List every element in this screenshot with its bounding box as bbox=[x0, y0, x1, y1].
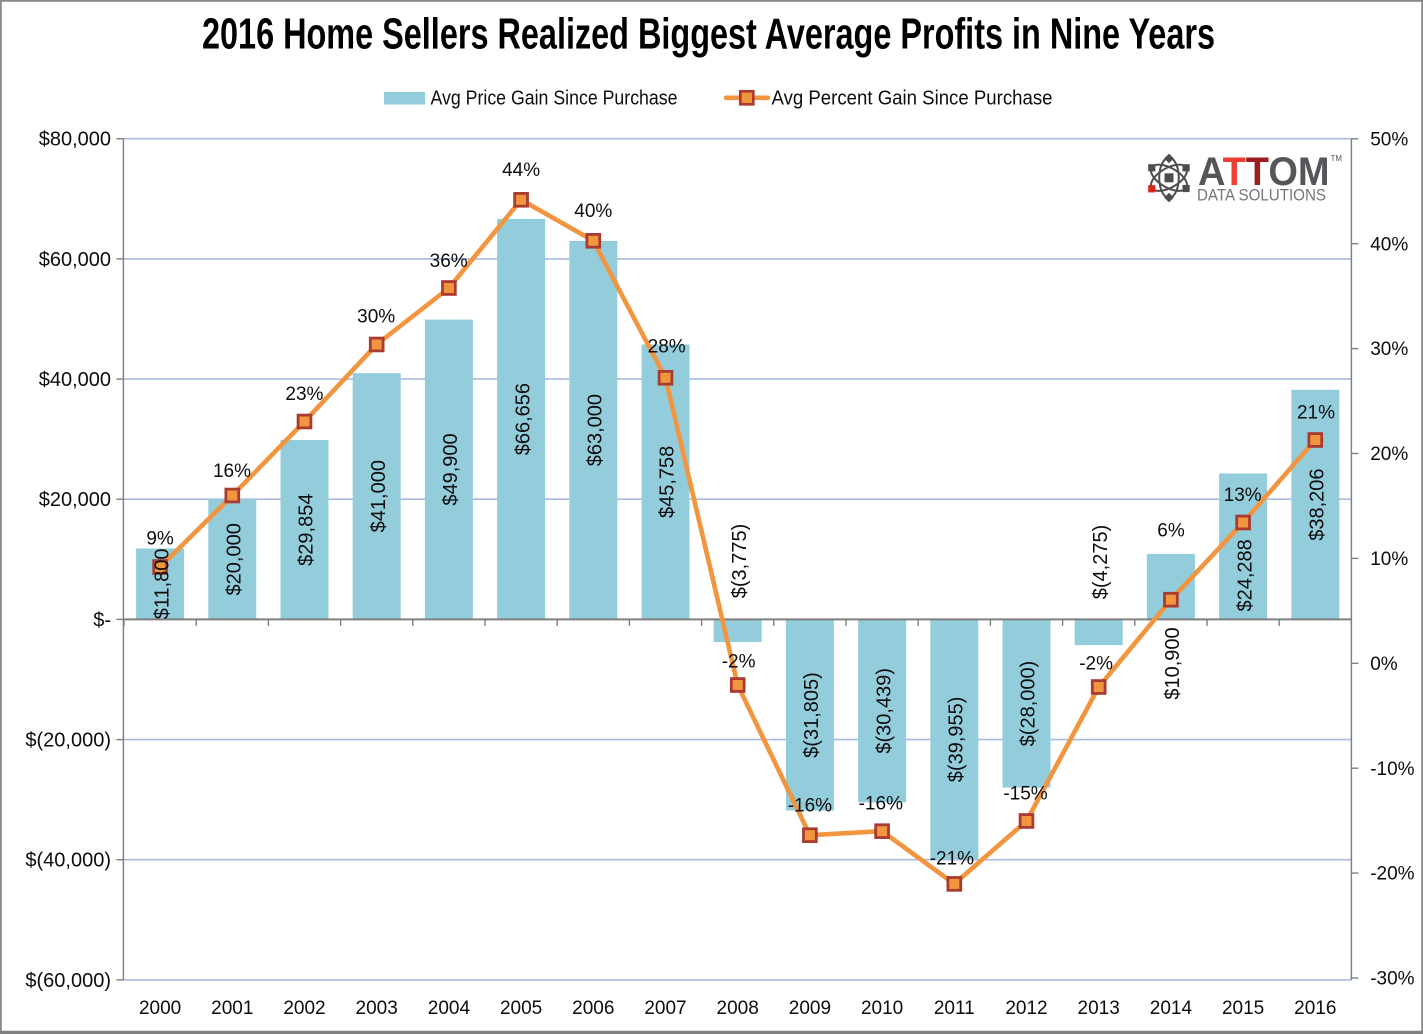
svg-text:50%: 50% bbox=[1370, 129, 1408, 150]
svg-text:40%: 40% bbox=[574, 201, 612, 222]
svg-text:$20,000: $20,000 bbox=[224, 523, 246, 595]
svg-text:2004: 2004 bbox=[428, 998, 471, 1019]
svg-text:2009: 2009 bbox=[789, 998, 831, 1019]
svg-text:$(3,775): $(3,775) bbox=[729, 524, 751, 599]
svg-text:Avg Percent Gain Since Purchas: Avg Percent Gain Since Purchase bbox=[772, 88, 1053, 110]
svg-text:2007: 2007 bbox=[644, 998, 686, 1019]
svg-text:-30%: -30% bbox=[1370, 969, 1414, 990]
svg-text:44%: 44% bbox=[502, 160, 540, 181]
svg-text:10%: 10% bbox=[1370, 549, 1408, 570]
svg-text:$(20,000): $(20,000) bbox=[25, 730, 111, 752]
svg-text:2005: 2005 bbox=[500, 998, 542, 1019]
svg-text:$80,000: $80,000 bbox=[39, 129, 111, 151]
svg-text:$10,900: $10,900 bbox=[1162, 627, 1184, 699]
svg-text:-16%: -16% bbox=[788, 796, 832, 817]
svg-text:$66,656: $66,656 bbox=[512, 383, 534, 455]
svg-text:$(40,000): $(40,000) bbox=[25, 850, 111, 872]
svg-text:-20%: -20% bbox=[1370, 864, 1414, 885]
svg-text:$60,000: $60,000 bbox=[39, 249, 111, 271]
svg-text:$11,800: $11,800 bbox=[151, 548, 173, 619]
svg-text:ATTOM: ATTOM bbox=[1198, 150, 1330, 194]
svg-text:$(39,955): $(39,955) bbox=[946, 697, 968, 783]
svg-text:$40,000: $40,000 bbox=[39, 369, 111, 391]
svg-text:$-: $- bbox=[93, 609, 111, 631]
svg-text:-10%: -10% bbox=[1370, 759, 1414, 780]
svg-text:2002: 2002 bbox=[283, 998, 325, 1019]
svg-text:$24,288: $24,288 bbox=[1234, 539, 1256, 611]
svg-text:2011: 2011 bbox=[934, 998, 975, 1019]
svg-text:13%: 13% bbox=[1224, 485, 1262, 506]
svg-text:$(30,439): $(30,439) bbox=[873, 668, 895, 754]
svg-text:20%: 20% bbox=[1370, 444, 1408, 465]
svg-text:$(31,805): $(31,805) bbox=[801, 672, 823, 758]
svg-text:$20,000: $20,000 bbox=[39, 489, 111, 511]
svg-text:40%: 40% bbox=[1370, 234, 1408, 255]
svg-text:23%: 23% bbox=[285, 384, 323, 405]
svg-text:DATA SOLUTIONS: DATA SOLUTIONS bbox=[1197, 186, 1326, 205]
svg-text:2015: 2015 bbox=[1222, 998, 1264, 1019]
svg-text:2003: 2003 bbox=[356, 998, 398, 1019]
svg-text:2012: 2012 bbox=[1005, 998, 1047, 1019]
svg-text:2001: 2001 bbox=[211, 998, 253, 1019]
svg-text:-16%: -16% bbox=[859, 793, 903, 814]
svg-text:$38,206: $38,206 bbox=[1307, 468, 1329, 540]
svg-text:$45,758: $45,758 bbox=[657, 446, 679, 518]
svg-text:30%: 30% bbox=[1370, 339, 1408, 360]
svg-text:$(60,000): $(60,000) bbox=[25, 970, 111, 992]
svg-text:$49,900: $49,900 bbox=[440, 433, 462, 505]
svg-text:6%: 6% bbox=[1157, 520, 1185, 541]
svg-text:Avg Price Gain Since Purchase: Avg Price Gain Since Purchase bbox=[431, 88, 678, 110]
svg-text:-21%: -21% bbox=[930, 848, 974, 869]
svg-text:-15%: -15% bbox=[1003, 783, 1047, 804]
svg-text:30%: 30% bbox=[357, 307, 395, 328]
svg-text:$41,000: $41,000 bbox=[368, 460, 390, 532]
svg-text:2006: 2006 bbox=[572, 998, 614, 1019]
svg-text:-2%: -2% bbox=[722, 651, 756, 672]
svg-text:-2%: -2% bbox=[1079, 653, 1113, 674]
svg-text:$(4,275): $(4,275) bbox=[1090, 525, 1112, 600]
svg-text:28%: 28% bbox=[648, 337, 686, 358]
svg-text:36%: 36% bbox=[430, 251, 468, 272]
svg-text:21%: 21% bbox=[1297, 402, 1335, 423]
svg-text:2010: 2010 bbox=[861, 998, 903, 1019]
svg-text:TM: TM bbox=[1331, 154, 1343, 163]
svg-text:2014: 2014 bbox=[1150, 998, 1193, 1019]
svg-text:$29,854: $29,854 bbox=[296, 494, 318, 566]
svg-text:2013: 2013 bbox=[1078, 998, 1120, 1019]
svg-text:$63,000: $63,000 bbox=[585, 394, 607, 466]
svg-text:0%: 0% bbox=[1370, 654, 1398, 675]
svg-text:2016 Home Sellers Realized Big: 2016 Home Sellers Realized Biggest Avera… bbox=[202, 10, 1215, 59]
svg-text:$(28,000): $(28,000) bbox=[1018, 661, 1040, 747]
svg-text:2016: 2016 bbox=[1294, 998, 1336, 1019]
svg-text:16%: 16% bbox=[213, 461, 251, 482]
svg-text:2008: 2008 bbox=[717, 998, 759, 1019]
svg-text:9%: 9% bbox=[146, 528, 174, 549]
svg-text:2000: 2000 bbox=[139, 998, 181, 1019]
